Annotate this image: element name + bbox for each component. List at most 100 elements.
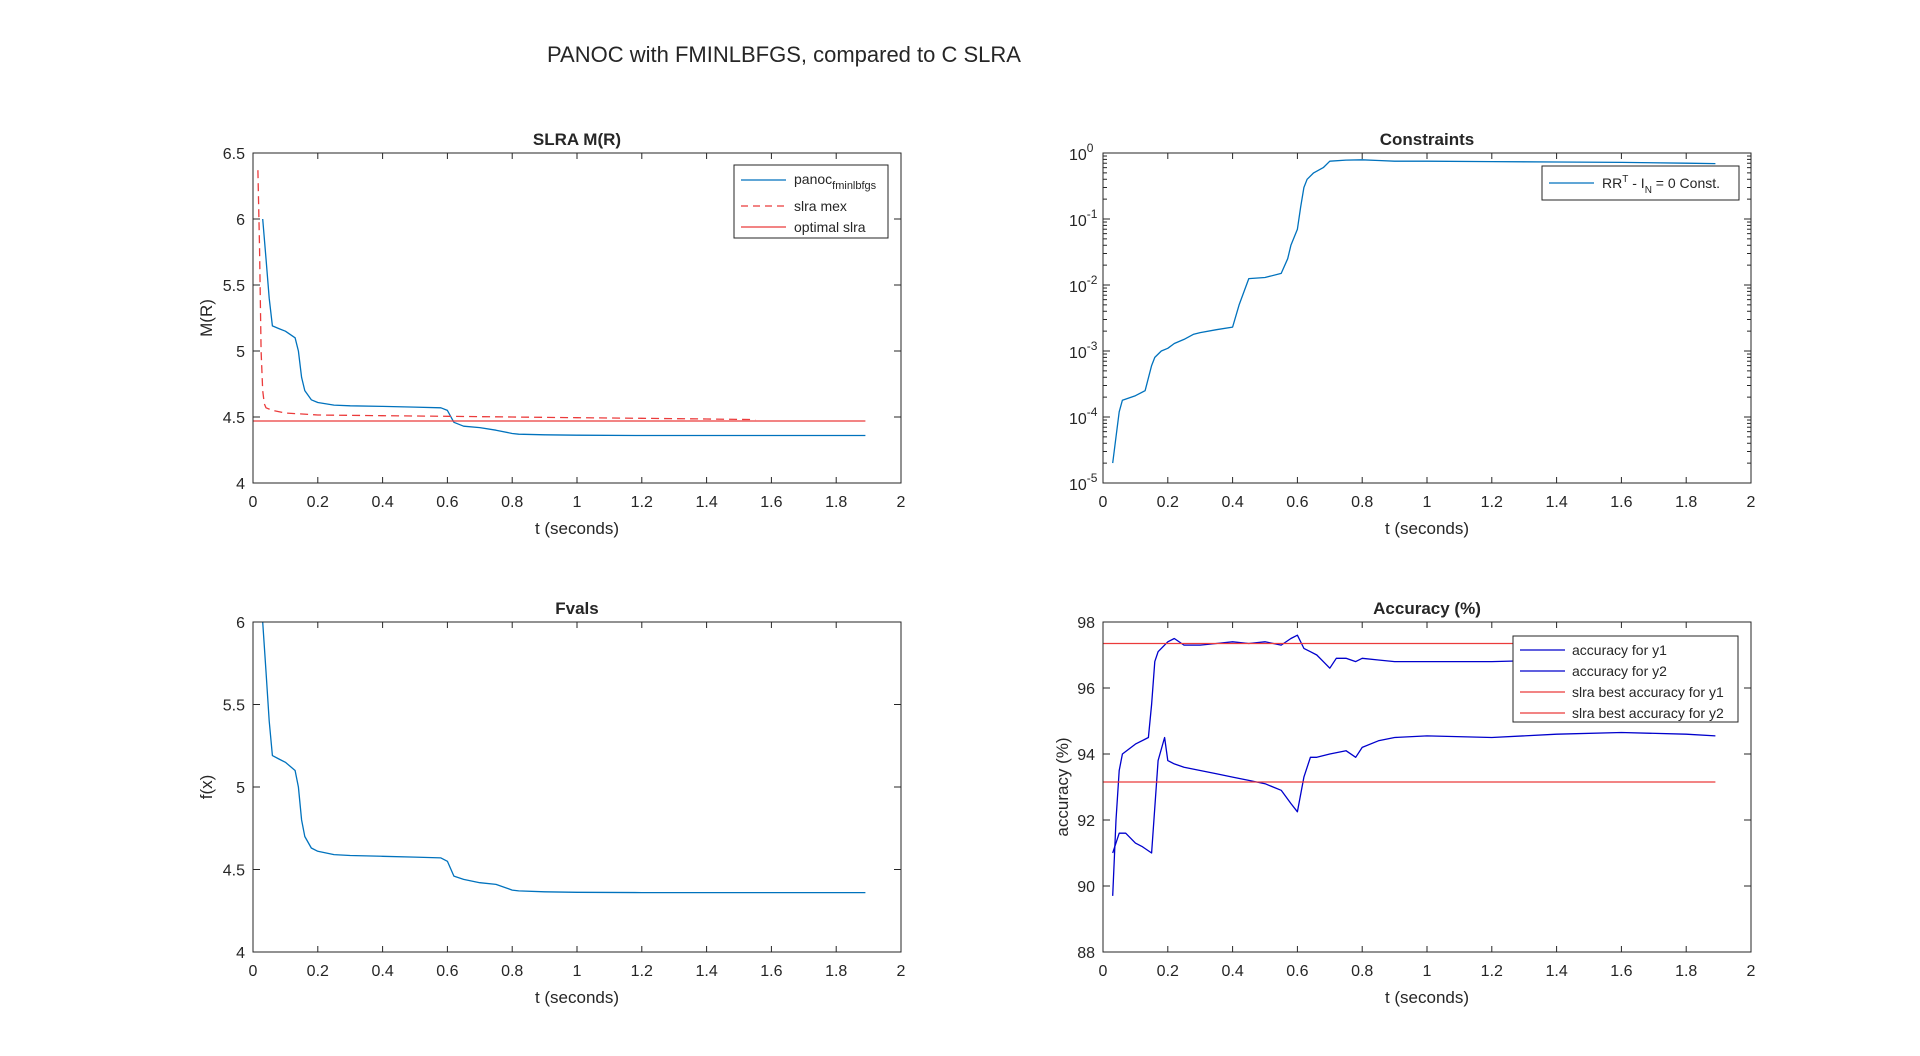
x-tick-label: 1.6 bbox=[760, 494, 782, 511]
y-tick-label: 98 bbox=[1077, 615, 1095, 632]
x-tick-label: 0.2 bbox=[1157, 494, 1179, 511]
series-line-0 bbox=[262, 621, 866, 894]
y-tick-exponent: -5 bbox=[1087, 471, 1098, 485]
x-tick-label: 0 bbox=[249, 963, 258, 980]
x-tick-label: 1.2 bbox=[631, 963, 653, 980]
y-tick-label: 10-4 bbox=[1069, 405, 1098, 428]
y-tick-label: 90 bbox=[1077, 879, 1095, 896]
series-line-0 bbox=[1112, 634, 1716, 896]
x-tick-label: 0.2 bbox=[307, 494, 329, 511]
x-tick-label: 1.2 bbox=[631, 494, 653, 511]
legend-label-panoc: panocfminlbfgs bbox=[794, 171, 877, 192]
y-tick-label: 5 bbox=[236, 344, 245, 361]
legend: accuracy for y1 accuracy for y2 slra bes… bbox=[1512, 635, 1739, 723]
x-tick-label: 1.4 bbox=[1545, 963, 1567, 980]
x-tick-label: 0.8 bbox=[1351, 963, 1373, 980]
y-tick-label: 6.5 bbox=[223, 146, 245, 163]
x-tick-label: 0.4 bbox=[371, 494, 393, 511]
series-layer bbox=[262, 621, 866, 894]
x-tick-label: 1 bbox=[573, 963, 582, 980]
y-tick-label: 6 bbox=[236, 615, 245, 632]
legend-box bbox=[733, 164, 889, 239]
y-tick-label: 96 bbox=[1077, 681, 1095, 698]
x-tick-label: 0.8 bbox=[1351, 494, 1373, 511]
figure-title: PANOC with FMINLBFGS, compared to C SLRA bbox=[547, 42, 1021, 67]
x-tick-label: 1 bbox=[1423, 494, 1432, 511]
x-tick-label: 1.6 bbox=[1610, 963, 1632, 980]
legend-label-acc-y1: accuracy for y1 bbox=[1572, 642, 1667, 658]
x-tick-label: 0.8 bbox=[501, 494, 523, 511]
y-tick-label: 5 bbox=[236, 780, 245, 797]
series-layer bbox=[253, 170, 866, 437]
x-axis-label: t (seconds) bbox=[1385, 519, 1469, 538]
y-tick-base: 10 bbox=[1069, 279, 1087, 296]
tick-layer: 0 0.2 0.4 0.6 0.8 1 1.2 1.4 1.6 1.8 2 4 4.5 5 5.5 6 6.5 bbox=[223, 146, 906, 511]
legend-label-best-y1: slra best accuracy for y1 bbox=[1572, 684, 1724, 700]
x-tick-label: 1 bbox=[573, 494, 582, 511]
y-tick-label: 4 bbox=[236, 476, 245, 493]
x-tick-label: 0.4 bbox=[1221, 963, 1243, 980]
y-tick-label: 4.5 bbox=[223, 863, 245, 880]
panel-title: Accuracy (%) bbox=[1373, 599, 1481, 618]
panel-title: Fvals bbox=[555, 599, 598, 618]
series-layer bbox=[1112, 159, 1716, 464]
series-line-1 bbox=[1112, 731, 1716, 854]
plot-area bbox=[1103, 153, 1751, 483]
x-tick-label: 0 bbox=[1099, 963, 1108, 980]
panel-accuracy: 0 0.2 0.4 0.6 0.8 1 1.2 1.4 1.6 1.8 2889092949698 … bbox=[1053, 599, 1756, 1007]
x-tick-label: 0.4 bbox=[371, 963, 393, 980]
plot-area bbox=[253, 622, 901, 952]
y-tick-label: 94 bbox=[1077, 747, 1095, 764]
y-tick-label: 88 bbox=[1077, 945, 1095, 962]
y-tick-label: 10-3 bbox=[1069, 339, 1098, 362]
legend-label-optimal-slra: optimal slra bbox=[794, 219, 866, 235]
tick-layer: 0 0.2 0.4 0.6 0.8 1 1.2 1.4 1.6 1.8 2 4 4.5 5 5.5 6 bbox=[223, 615, 906, 980]
x-tick-label: 1.8 bbox=[1675, 494, 1697, 511]
legend-label-slra-mex: slra mex bbox=[794, 198, 847, 214]
x-tick-label: 1.6 bbox=[1610, 494, 1632, 511]
y-axis-label: M(R) bbox=[197, 299, 216, 337]
y-tick-base: 10 bbox=[1069, 411, 1087, 428]
panel-constraints: 0 0.2 0.4 0.6 0.8 1 1.2 1.4 1.6 1.8 210-510-410-31… bbox=[1069, 130, 1756, 538]
tick-layer: 0 0.2 0.4 0.6 0.8 1 1.2 1.4 1.6 1.8 210-510-410-31… bbox=[1069, 141, 1756, 511]
y-tick-exponent: 0 bbox=[1087, 141, 1094, 155]
x-tick-label: 1.8 bbox=[825, 494, 847, 511]
y-tick-label: 10-2 bbox=[1069, 273, 1098, 296]
panel-title: Constraints bbox=[1380, 130, 1474, 149]
y-tick-label: 92 bbox=[1077, 813, 1095, 830]
x-tick-label: 1.8 bbox=[1675, 963, 1697, 980]
x-tick-label: 1 bbox=[1423, 963, 1432, 980]
x-tick-label: 2 bbox=[897, 963, 906, 980]
x-tick-label: 0 bbox=[249, 494, 258, 511]
x-tick-label: 1.2 bbox=[1481, 494, 1503, 511]
x-tick-label: 1.6 bbox=[760, 963, 782, 980]
y-tick-exponent: -1 bbox=[1087, 207, 1098, 221]
x-tick-label: 1.4 bbox=[695, 494, 717, 511]
x-axis-label: t (seconds) bbox=[535, 519, 619, 538]
x-axis-label: t (seconds) bbox=[1385, 988, 1469, 1007]
y-axis-label: accuracy (%) bbox=[1053, 737, 1072, 836]
y-tick-label: 5.5 bbox=[223, 698, 245, 715]
panel-fvals: 0 0.2 0.4 0.6 0.8 1 1.2 1.4 1.6 1.8 2 4 4.5 5 5.5 6 Fva… bbox=[197, 599, 906, 1007]
series-line-0 bbox=[262, 218, 866, 437]
y-tick-label: 10-5 bbox=[1069, 471, 1098, 494]
x-tick-label: 0.6 bbox=[1286, 963, 1308, 980]
legend: RRT - IN = 0 Const. bbox=[1541, 165, 1740, 201]
x-tick-label: 0.8 bbox=[501, 963, 523, 980]
y-tick-exponent: -3 bbox=[1087, 339, 1098, 353]
x-axis-label: t (seconds) bbox=[535, 988, 619, 1007]
x-tick-label: 2 bbox=[897, 494, 906, 511]
y-tick-base: 10 bbox=[1069, 477, 1087, 494]
legend: panocfminlbfgs slra mex optimal slra bbox=[733, 164, 889, 239]
y-tick-base: 10 bbox=[1069, 147, 1087, 164]
x-tick-label: 0.2 bbox=[307, 963, 329, 980]
y-tick-base: 10 bbox=[1069, 345, 1087, 362]
legend-label-best-y2: slra best accuracy for y2 bbox=[1572, 705, 1724, 721]
x-tick-label: 2 bbox=[1747, 494, 1756, 511]
panel-title: SLRA M(R) bbox=[533, 130, 621, 149]
y-tick-exponent: -2 bbox=[1087, 273, 1098, 287]
y-tick-base: 10 bbox=[1069, 213, 1087, 230]
x-tick-label: 1.4 bbox=[1545, 494, 1567, 511]
legend-label-acc-y2: accuracy for y2 bbox=[1572, 663, 1667, 679]
x-tick-label: 0 bbox=[1099, 494, 1108, 511]
